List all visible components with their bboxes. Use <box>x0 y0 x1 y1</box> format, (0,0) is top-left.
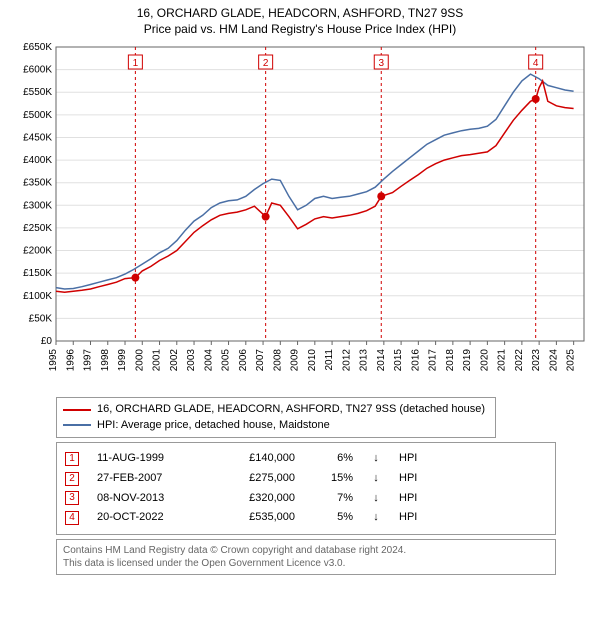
svg-text:2021: 2021 <box>497 349 508 372</box>
event-hpi-label: HPI <box>399 489 429 509</box>
svg-text:2014: 2014 <box>376 349 387 372</box>
svg-text:1: 1 <box>133 58 139 69</box>
legend-label: 16, ORCHARD GLADE, HEADCORN, ASHFORD, TN… <box>97 402 485 417</box>
event-date: 11-AUG-1999 <box>97 449 197 469</box>
svg-text:2020: 2020 <box>479 349 490 372</box>
event-pct: 7% <box>313 489 353 509</box>
event-date: 27-FEB-2007 <box>97 469 197 489</box>
svg-text:1998: 1998 <box>100 349 111 372</box>
svg-text:2025: 2025 <box>566 349 577 372</box>
svg-text:2015: 2015 <box>393 349 404 372</box>
event-hpi-label: HPI <box>399 508 429 528</box>
svg-text:2010: 2010 <box>307 349 318 372</box>
svg-text:£600K: £600K <box>23 65 52 76</box>
chart-area: £0 £50K £100K £150K £200K £250K £300K £350K £400… <box>8 41 592 391</box>
event-row: 4 20-OCT-2022 £535,000 5% ↓ HPI <box>65 508 547 528</box>
event-hpi-label: HPI <box>399 469 429 489</box>
svg-text:2017: 2017 <box>428 349 439 372</box>
legend-box: 16, ORCHARD GLADE, HEADCORN, ASHFORD, TN… <box>56 397 496 438</box>
legend-row: HPI: Average price, detached house, Maid… <box>63 418 489 433</box>
down-arrow-icon: ↓ <box>371 489 381 509</box>
legend-swatch <box>63 409 91 411</box>
event-row: 1 11-AUG-1999 £140,000 6% ↓ HPI <box>65 449 547 469</box>
svg-text:£100K: £100K <box>23 291 52 302</box>
svg-text:2013: 2013 <box>359 349 370 372</box>
event-pct: 6% <box>313 449 353 469</box>
svg-text:£150K: £150K <box>23 268 52 279</box>
svg-text:2006: 2006 <box>238 349 249 372</box>
svg-text:£350K: £350K <box>23 178 52 189</box>
event-marker: 3 <box>65 491 79 505</box>
event-marker: 2 <box>65 472 79 486</box>
svg-text:£50K: £50K <box>29 314 53 325</box>
credits-line-1: Contains HM Land Registry data © Crown c… <box>63 544 549 557</box>
event-price: £320,000 <box>215 489 295 509</box>
svg-text:£250K: £250K <box>23 223 52 234</box>
svg-text:2019: 2019 <box>462 349 473 372</box>
svg-text:2018: 2018 <box>445 349 456 372</box>
event-date: 20-OCT-2022 <box>97 508 197 528</box>
svg-text:1996: 1996 <box>65 349 76 372</box>
svg-text:2023: 2023 <box>531 349 542 372</box>
line-chart-svg: £0 £50K £100K £150K £200K £250K £300K £350K £400… <box>8 41 592 391</box>
event-row: 2 27-FEB-2007 £275,000 15% ↓ HPI <box>65 469 547 489</box>
event-marker: 1 <box>65 452 79 466</box>
svg-text:4: 4 <box>533 58 539 69</box>
event-pct: 5% <box>313 508 353 528</box>
event-hpi-label: HPI <box>399 449 429 469</box>
svg-text:£450K: £450K <box>23 133 52 144</box>
svg-text:£200K: £200K <box>23 246 52 257</box>
title-block: 16, ORCHARD GLADE, HEADCORN, ASHFORD, TN… <box>8 6 592 37</box>
svg-text:£0: £0 <box>41 336 53 347</box>
svg-text:2001: 2001 <box>152 349 163 372</box>
event-row: 3 08-NOV-2013 £320,000 7% ↓ HPI <box>65 489 547 509</box>
svg-text:£400K: £400K <box>23 155 52 166</box>
svg-text:2005: 2005 <box>221 349 232 372</box>
chart-container: 16, ORCHARD GLADE, HEADCORN, ASHFORD, TN… <box>0 0 600 579</box>
svg-text:2: 2 <box>263 58 269 69</box>
legend-row: 16, ORCHARD GLADE, HEADCORN, ASHFORD, TN… <box>63 402 489 417</box>
legend-label: HPI: Average price, detached house, Maid… <box>97 418 330 433</box>
svg-text:2012: 2012 <box>341 349 352 372</box>
svg-text:£500K: £500K <box>23 110 52 121</box>
svg-text:1999: 1999 <box>117 349 128 372</box>
event-price: £535,000 <box>215 508 295 528</box>
svg-text:2007: 2007 <box>255 349 266 372</box>
svg-text:2008: 2008 <box>272 349 283 372</box>
svg-text:3: 3 <box>378 58 384 69</box>
down-arrow-icon: ↓ <box>371 469 381 489</box>
events-table: 1 11-AUG-1999 £140,000 6% ↓ HPI 2 27-FEB-2007 £2… <box>56 442 556 535</box>
event-price: £275,000 <box>215 469 295 489</box>
credits-line-2: This data is licensed under the Open Gov… <box>63 557 549 570</box>
svg-text:2022: 2022 <box>514 349 525 372</box>
svg-text:2003: 2003 <box>186 349 197 372</box>
credits-box: Contains HM Land Registry data © Crown c… <box>56 539 556 575</box>
event-pct: 15% <box>313 469 353 489</box>
svg-text:2016: 2016 <box>410 349 421 372</box>
event-price: £140,000 <box>215 449 295 469</box>
down-arrow-icon: ↓ <box>371 449 381 469</box>
svg-text:1995: 1995 <box>48 349 59 372</box>
down-arrow-icon: ↓ <box>371 508 381 528</box>
svg-text:2004: 2004 <box>203 349 214 372</box>
event-date: 08-NOV-2013 <box>97 489 197 509</box>
svg-text:2011: 2011 <box>324 349 335 371</box>
svg-text:£550K: £550K <box>23 87 52 98</box>
svg-text:£300K: £300K <box>23 200 52 211</box>
title-line-2: Price paid vs. HM Land Registry's House … <box>8 22 592 38</box>
svg-text:£650K: £650K <box>23 42 52 53</box>
svg-text:1997: 1997 <box>83 349 94 372</box>
event-marker: 4 <box>65 511 79 525</box>
svg-text:2009: 2009 <box>290 349 301 372</box>
svg-text:2000: 2000 <box>134 349 145 372</box>
svg-text:2024: 2024 <box>548 349 559 372</box>
svg-text:2002: 2002 <box>169 349 180 372</box>
title-line-1: 16, ORCHARD GLADE, HEADCORN, ASHFORD, TN… <box>8 6 592 22</box>
legend-swatch <box>63 424 91 426</box>
